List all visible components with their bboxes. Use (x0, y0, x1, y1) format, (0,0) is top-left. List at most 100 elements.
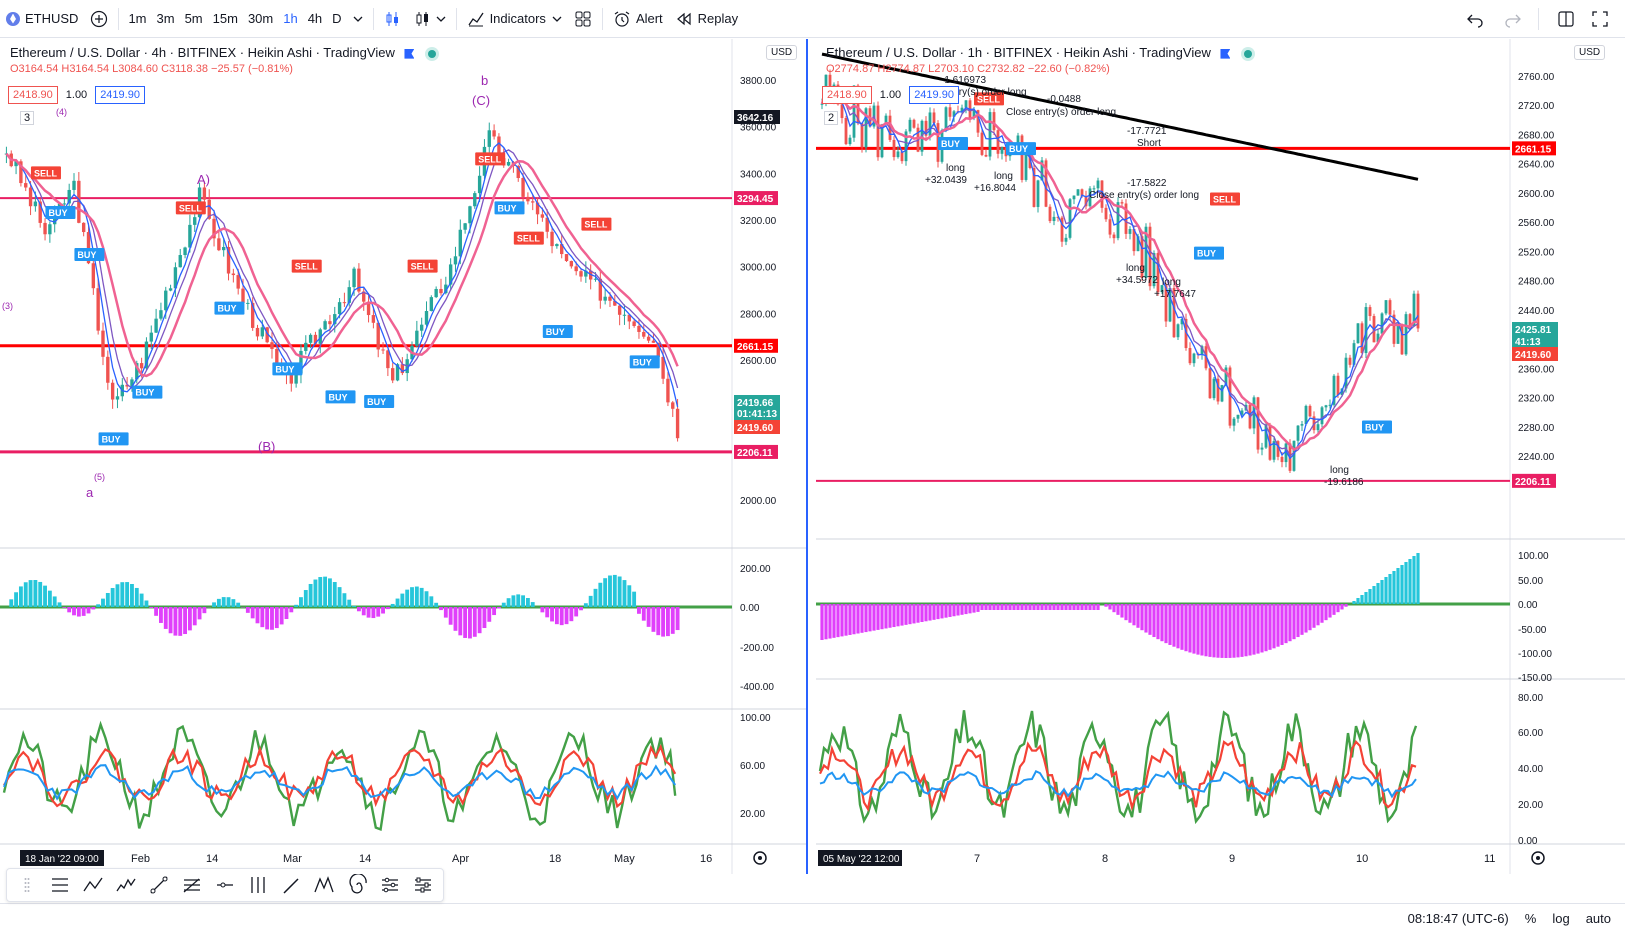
divider (455, 7, 457, 30)
trade-note: +32.0439 (925, 175, 967, 186)
symbol-search[interactable]: ETHUSD (0, 0, 84, 38)
clock-display[interactable]: 08:18:47 (UTC-6) (1407, 910, 1509, 926)
candle-body (1188, 348, 1192, 364)
left-buy-button[interactable]: 2419.90 (95, 86, 145, 104)
compare-add-button[interactable] (84, 0, 114, 38)
brush-tool[interactable] (280, 873, 303, 897)
sell-marker-label: SELL (411, 262, 435, 272)
candle-body (988, 112, 992, 157)
ma-red-line (820, 86, 1419, 452)
chart-type-button[interactable] (408, 0, 452, 38)
interval-1m[interactable]: 1m (128, 11, 147, 26)
candle-body (222, 246, 226, 251)
candle-body (1160, 285, 1164, 293)
alert-button[interactable]: Alert (607, 0, 669, 38)
interval-15m[interactable]: 15m (212, 11, 238, 26)
candle-body (574, 266, 578, 272)
drag-dots-icon (24, 878, 30, 892)
candle-body (1120, 202, 1124, 204)
rsi-tick-label: 60.00 (1518, 728, 1543, 739)
candle-body (168, 288, 173, 291)
wave-numbers-icon (116, 878, 136, 892)
right-buy-button[interactable]: 2419.90 (909, 86, 959, 104)
candle-body (299, 350, 303, 374)
candle-body (130, 379, 134, 387)
undo-button[interactable] (1460, 0, 1490, 38)
fullscreen-button[interactable] (1585, 0, 1615, 38)
vertical-lines-tool[interactable] (247, 873, 270, 897)
auto-toggle[interactable]: auto (1585, 910, 1611, 926)
wave-label-4: (4) (56, 107, 67, 117)
candle-body (632, 321, 636, 326)
settings-sliders-tool[interactable] (412, 873, 435, 897)
abc-pattern-tool[interactable] (81, 873, 104, 897)
interval-1h[interactable]: 1h (283, 11, 298, 26)
right-currency-button[interactable]: USD (1574, 45, 1606, 60)
gann-tool[interactable] (346, 873, 369, 897)
rsi-tick-label: 80.00 (1518, 693, 1543, 704)
fib-retracement-tool[interactable] (180, 873, 203, 897)
candle-body (492, 130, 496, 137)
candle-body (96, 288, 100, 331)
right-sell-button[interactable]: 2418.90 (822, 86, 872, 104)
replay-button[interactable]: Replay (669, 0, 744, 38)
buy-marker-label: BUY (102, 434, 121, 444)
trend-line-tool[interactable] (147, 873, 170, 897)
candle-body (1408, 314, 1412, 326)
time-tick-label: 14 (206, 853, 218, 865)
horizontal-ray-tool[interactable] (213, 873, 236, 897)
price-tag-text: 2419.60 (737, 423, 774, 434)
right-chart-canvas[interactable]: 2760.002720.002680.002640.002600.002560.… (816, 39, 1625, 874)
left-chart-canvas[interactable]: 3800.003600.003400.003200.003000.002800.… (0, 39, 808, 874)
time-tick-label: 8 (1102, 853, 1108, 865)
gear-icon (1531, 851, 1545, 865)
interval-3m[interactable]: 3m (156, 11, 175, 26)
flag-icon[interactable] (1220, 48, 1231, 59)
indicators-icon (468, 12, 484, 26)
candle-body (149, 332, 153, 342)
drawing-toolbar (6, 868, 444, 902)
price-tick-label: 2240.00 (1518, 452, 1555, 463)
flag-icon[interactable] (404, 48, 415, 59)
interval-dropdown[interactable] (347, 0, 369, 38)
measure-tool[interactable] (379, 873, 402, 897)
ema-black-line (821, 52, 1419, 181)
interval-5m[interactable]: 5m (184, 11, 203, 26)
price-tag (1512, 347, 1558, 361)
price-tag-text: 2425.81 (1515, 325, 1552, 336)
candle-body (1052, 216, 1056, 222)
sell-marker-label: SELL (478, 154, 502, 164)
grip-handle[interactable] (15, 873, 38, 897)
xabcd-pattern-tool[interactable] (313, 873, 336, 897)
buy-marker-label: BUY (217, 304, 236, 314)
indicators-button[interactable]: Indicators (461, 0, 568, 38)
bar-style-button[interactable] (378, 0, 408, 38)
log-toggle[interactable]: log (1552, 910, 1570, 926)
right-pane-number[interactable]: 2 (824, 111, 839, 125)
candle-body (48, 224, 52, 235)
candle-body (671, 402, 675, 409)
redo-button[interactable] (1498, 0, 1528, 38)
candle-body (424, 310, 429, 325)
layout-button[interactable] (1551, 0, 1581, 38)
percent-toggle[interactable]: % (1524, 910, 1537, 926)
left-sell-button[interactable]: 2418.90 (8, 86, 58, 104)
interval-d[interactable]: D (332, 11, 342, 26)
candle-body (1036, 180, 1040, 207)
elliott-wave-tool[interactable] (114, 873, 137, 897)
templates-button[interactable] (568, 0, 598, 38)
left-currency-button[interactable]: USD (766, 45, 798, 60)
oscillator-tick-label: -150.00 (1518, 673, 1552, 684)
right-chart-pane[interactable]: 2760.00 2720.00 2680.00 2640.00 2600.00 2560.… (816, 39, 1625, 874)
interval-4h[interactable]: 4h (307, 11, 323, 26)
sell-marker (1210, 192, 1240, 206)
horizontal-lines-tool[interactable] (48, 873, 71, 897)
buy-marker-label: BUY (498, 203, 517, 213)
left-pane-number[interactable]: 3 (20, 111, 35, 125)
rsi-tick-label: 20.00 (740, 809, 765, 820)
oscillator-tick-label: 0.00 (740, 603, 760, 614)
interval-30m[interactable]: 30m (247, 11, 274, 26)
candle-body (231, 273, 236, 276)
candle-body (1272, 441, 1276, 460)
left-chart-pane[interactable]: 3800.00 3600.00 3400.00 3200.00 3000.00 2800.… (0, 39, 808, 874)
